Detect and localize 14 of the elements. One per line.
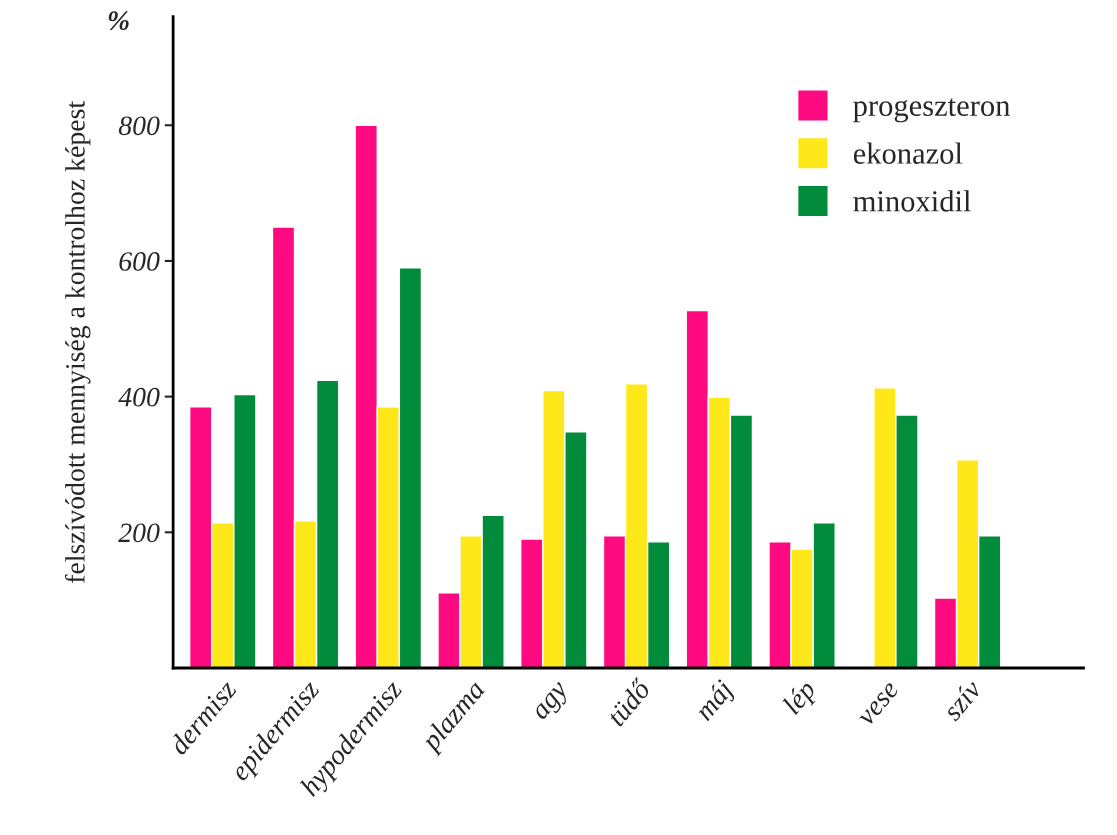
y-axis-title: felszívódott mennyiség a kontrolhoz képest bbox=[64, 101, 91, 583]
legend-label: progeszteron bbox=[853, 98, 1010, 123]
legend-label: ekonazol bbox=[853, 142, 963, 164]
y-tick-label: 400 bbox=[118, 387, 160, 407]
legend-label: minoxidil bbox=[853, 190, 971, 212]
x-tick-label: lép bbox=[781, 678, 821, 719]
x-tick-label: agy bbox=[533, 681, 574, 724]
y-tick-label: 600 bbox=[119, 252, 160, 271]
y-tick-label: 200 bbox=[118, 523, 160, 543]
y-tick-label: 800 bbox=[118, 116, 160, 136]
x-tick-label: szív bbox=[941, 677, 983, 722]
x-tick-label: vese bbox=[859, 682, 900, 727]
text: % bbox=[108, 11, 129, 31]
x-tick-label: máj bbox=[693, 678, 739, 726]
